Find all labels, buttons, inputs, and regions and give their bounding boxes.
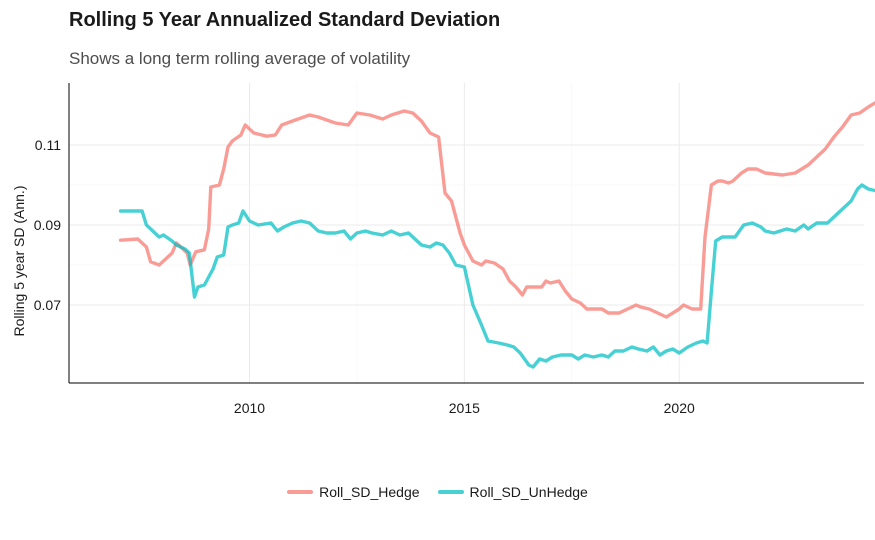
legend-item: Roll_SD_Hedge xyxy=(287,484,420,500)
legend-label: Roll_SD_Hedge xyxy=(319,484,420,500)
x-tick-labels: 2010 2015 2020 xyxy=(234,400,695,416)
y-tick-label: 0.11 xyxy=(35,137,61,153)
legend-key xyxy=(287,490,314,494)
grid-lines xyxy=(69,83,864,383)
x-tick-label: 2020 xyxy=(664,400,695,416)
series-line-roll-sd-unhedge xyxy=(118,183,875,369)
series-layer xyxy=(118,100,875,369)
chart-title: Rolling 5 Year Annualized Standard Devia… xyxy=(69,9,501,31)
legend-key xyxy=(437,490,464,494)
x-tick-label: 2010 xyxy=(234,400,265,416)
legend: Roll_SD_Hedge Roll_SD_UnHedge xyxy=(0,484,875,500)
legend-label: Roll_SD_UnHedge xyxy=(469,484,588,500)
series-line-roll-sd-hedge xyxy=(118,100,875,319)
y-tick-label: 0.07 xyxy=(34,297,61,313)
legend-item: Roll_SD_UnHedge xyxy=(437,484,588,500)
chart-subtitle: Shows a long term rolling average of vol… xyxy=(69,49,411,68)
y-tick-label: 0.09 xyxy=(34,217,61,233)
x-tick-label: 2015 xyxy=(449,400,480,416)
y-axis-label: Rolling 5 year SD (Ann.) xyxy=(11,186,27,337)
y-tick-labels: 0.07 0.09 0.11 xyxy=(34,137,61,313)
